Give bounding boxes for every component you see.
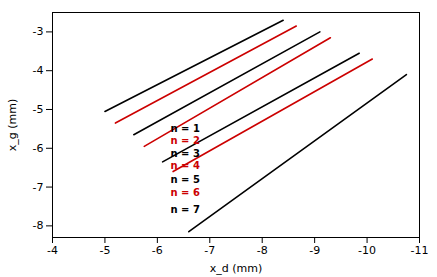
svg-text:n = 7: n = 7 (170, 204, 199, 215)
svg-text:n = 4: n = 4 (170, 160, 199, 171)
svg-text:-8: -8 (257, 244, 268, 257)
svg-text:n = 2: n = 2 (170, 135, 199, 146)
svg-text:-10: -10 (358, 244, 376, 257)
svg-text:-9: -9 (309, 244, 320, 257)
svg-text:-3: -3 (33, 25, 44, 38)
svg-text:n = 5: n = 5 (170, 174, 199, 185)
svg-text:-8: -8 (33, 219, 44, 232)
svg-text:-5: -5 (99, 244, 110, 257)
svg-text:-11: -11 (411, 244, 429, 257)
svg-text:-6: -6 (152, 244, 163, 257)
svg-text:n = 3: n = 3 (170, 148, 199, 159)
svg-text:-7: -7 (33, 181, 44, 194)
svg-text:x_g (mm): x_g (mm) (6, 99, 19, 152)
svg-text:n = 1: n = 1 (170, 123, 199, 134)
svg-text:-7: -7 (204, 244, 215, 257)
svg-text:-4: -4 (33, 64, 44, 77)
svg-text:x_d (mm): x_d (mm) (210, 262, 263, 275)
svg-text:n = 6: n = 6 (170, 187, 199, 198)
svg-text:-5: -5 (33, 103, 44, 116)
svg-text:-6: -6 (33, 142, 44, 155)
svg-text:-4: -4 (47, 244, 58, 257)
